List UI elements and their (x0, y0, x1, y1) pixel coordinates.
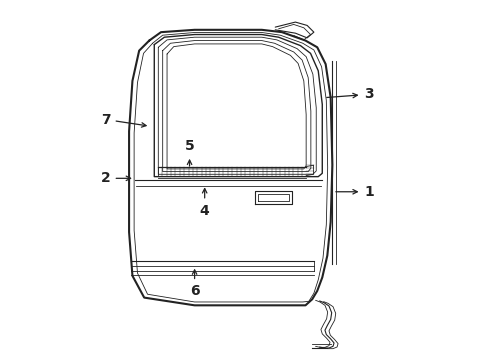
Text: 1: 1 (336, 185, 374, 199)
Text: 4: 4 (200, 189, 210, 217)
Text: 5: 5 (185, 139, 195, 166)
Text: 2: 2 (101, 171, 131, 185)
Text: 6: 6 (190, 270, 199, 298)
Text: 3: 3 (327, 87, 374, 101)
Text: 7: 7 (101, 113, 146, 127)
